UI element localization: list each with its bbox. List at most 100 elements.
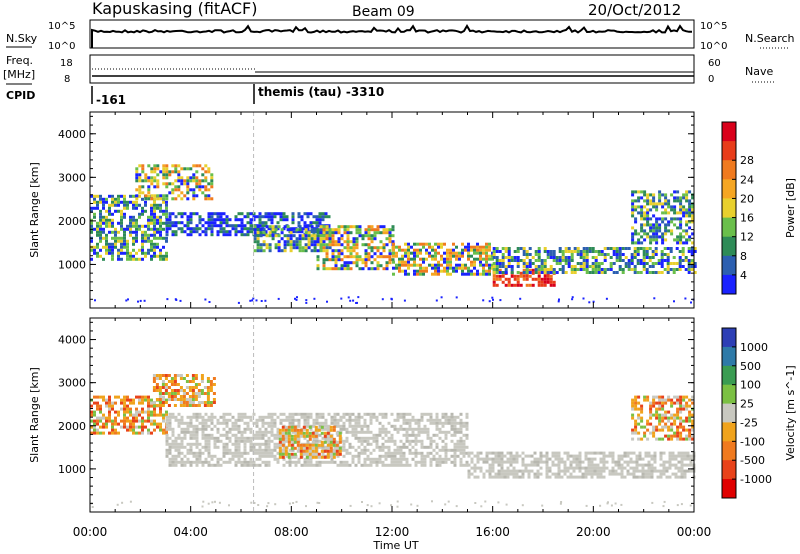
power-cell [144, 300, 146, 302]
velocity-cell [346, 413, 349, 416]
power-cell [473, 249, 476, 252]
velocity-cell [639, 476, 642, 479]
velocity-cell [207, 401, 210, 404]
velocity-cell [247, 428, 250, 431]
velocity-cell [400, 452, 403, 455]
velocity-cell [678, 452, 681, 455]
velocity-cell [661, 426, 664, 429]
power-cell [292, 215, 295, 218]
velocity-cell [286, 419, 289, 422]
power-cell [244, 233, 247, 236]
power-cell [520, 272, 523, 275]
power-cell [479, 264, 482, 267]
power-cell [208, 215, 211, 218]
velocity-cell [274, 455, 277, 458]
velocity-cell [649, 411, 652, 414]
velocity-cell [166, 443, 169, 446]
power-cell [440, 243, 443, 246]
velocity-cell [658, 417, 661, 420]
velocity-cell [579, 458, 582, 461]
velocity-cell [193, 461, 196, 464]
power-cell [147, 219, 150, 222]
velocity-cell [196, 452, 199, 455]
velocity-cell [534, 476, 537, 479]
velocity-cell [346, 452, 349, 455]
power-cell [332, 255, 335, 258]
velocity-cell [184, 464, 187, 467]
velocity-cell [334, 413, 337, 416]
power-cell [676, 217, 679, 220]
power-cell [673, 211, 676, 214]
power-cell [111, 246, 114, 249]
power-cell [208, 221, 211, 224]
velocity-cell [141, 411, 144, 414]
power-cell [523, 250, 526, 253]
velocity-cell [169, 437, 172, 440]
velocity-cell [670, 417, 673, 420]
power-cell [637, 259, 640, 262]
velocity-cell [309, 450, 312, 453]
power-cell [165, 201, 168, 204]
velocity-cell [682, 420, 685, 423]
power-cell [352, 300, 354, 302]
velocity-cell [165, 386, 168, 389]
power-cell [547, 250, 550, 253]
velocity-cell [309, 438, 312, 441]
power-cell [679, 196, 682, 199]
power-cell [441, 296, 443, 298]
velocity-cell [418, 425, 421, 428]
power-cell [105, 243, 108, 246]
velocity-cell [642, 467, 645, 470]
velocity-cell [486, 458, 489, 461]
power-cell [169, 227, 172, 230]
velocity-cell [186, 380, 189, 383]
velocity-cell [451, 419, 454, 422]
power-cell [514, 259, 517, 262]
velocity-cell [315, 435, 318, 438]
power-cell [577, 253, 580, 256]
velocity-cell [673, 417, 676, 420]
power-cell [652, 196, 655, 199]
power-cell [99, 213, 102, 216]
velocity-cell [259, 434, 262, 437]
velocity-cell [451, 440, 454, 443]
velocity-cell [651, 476, 654, 479]
power-cell [532, 272, 535, 275]
velocity-cell [162, 420, 165, 423]
velocity-cell [165, 401, 168, 404]
velocity-cell [679, 420, 682, 423]
power-cell [640, 247, 643, 250]
velocity-cell [654, 461, 657, 464]
power-cell [147, 197, 150, 200]
power-cell [195, 164, 198, 167]
velocity-cell [675, 464, 678, 467]
velocity-cell [105, 405, 108, 408]
power-cell [356, 252, 359, 255]
velocity-cell [282, 435, 285, 438]
velocity-cell [679, 423, 682, 426]
power-cell [386, 261, 389, 264]
velocity-cell [266, 505, 268, 507]
power-cell [643, 262, 646, 265]
power-cell [655, 223, 658, 226]
power-cell [588, 301, 590, 303]
velocity-cell [187, 431, 190, 434]
velocity-cell [244, 464, 247, 467]
velocity-cell [211, 434, 214, 437]
velocity-cell [687, 455, 690, 458]
power-cell [123, 213, 126, 216]
power-cell [356, 231, 359, 234]
power-cell [180, 167, 183, 170]
velocity-cell [138, 414, 141, 417]
power-cell [679, 217, 682, 220]
velocity-cell [609, 470, 612, 473]
power-cell [102, 258, 105, 261]
velocity-cell [376, 443, 379, 446]
velocity-cell [256, 458, 259, 461]
power-cell [313, 215, 316, 218]
velocity-cell [153, 423, 156, 426]
power-cell [323, 243, 326, 246]
velocity-cell [489, 473, 492, 476]
velocity-cell [114, 396, 117, 399]
velocity-cell [471, 461, 474, 464]
